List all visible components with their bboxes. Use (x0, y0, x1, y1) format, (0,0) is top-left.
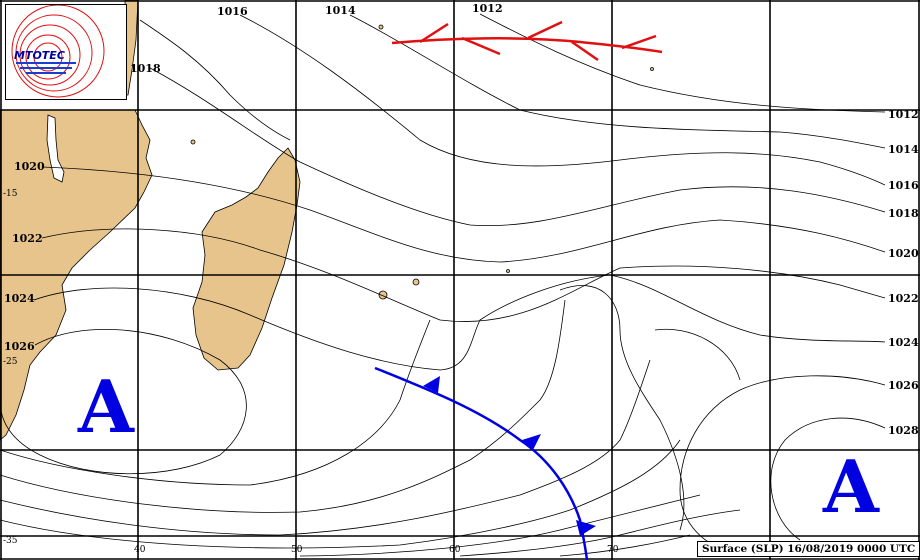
high-pressure-west: A (77, 364, 135, 449)
isobar-label-top: 1016 (217, 5, 248, 18)
lon-label: 70 (607, 545, 619, 555)
agency-name: MTOTEC (14, 49, 65, 62)
logo-graphic: MTOTEC (11, 5, 105, 98)
cold-front-pip (423, 376, 440, 393)
isobar-label-top: 1012 (472, 2, 503, 15)
isobar-south-3 (0, 439, 681, 549)
lat-label: -15 (3, 189, 18, 199)
axis-labels: -15 -25 -35 40 50 60 70 (3, 189, 619, 555)
lat-label: -35 (3, 536, 18, 546)
seychelles-island (378, 24, 384, 30)
comoros-island (190, 139, 196, 145)
isobar-1016 (239, 14, 886, 186)
isobar-label-right: 1014 (888, 143, 919, 156)
isobar-label-top: 1014 (325, 4, 356, 17)
isobar-1014 (349, 14, 886, 149)
isobar-label-right: 1028 (888, 424, 919, 437)
isobar-west-outer (0, 319, 431, 486)
isobar-1026-b (559, 285, 685, 531)
isobar-south-2 (0, 359, 651, 536)
isobars (0, 13, 886, 557)
isobar-label-left: 1018 (130, 62, 161, 75)
madagascar (192, 147, 301, 371)
isobar-label-left: 1020 (14, 160, 45, 173)
isobar-1022 (41, 228, 886, 322)
isobar-label-left: 1024 (4, 292, 35, 305)
isobar-1028-b (654, 328, 741, 381)
isobar-south-6 (559, 534, 691, 557)
isobar-label-right: 1016 (888, 179, 919, 192)
lon-label: 50 (291, 545, 303, 555)
isobar-label-right: 1018 (888, 207, 919, 220)
isobar-1020 (41, 166, 886, 263)
isobar-1012 (479, 13, 886, 113)
lake (46, 114, 65, 183)
high-pressure-east: A (822, 444, 880, 529)
isobar-label-right: 1012 (888, 108, 919, 121)
isobar-north-west (139, 19, 291, 141)
isobar-labels: 1016 1014 1012 1018 1020 1022 1024 1026 … (4, 2, 919, 437)
trough-line (391, 20, 663, 62)
map-caption: Surface (SLP) 16/08/2019 0000 UTC (697, 541, 920, 557)
chagos-island (650, 67, 654, 71)
isobar-south-5 (459, 509, 741, 557)
isobar-label-right: 1024 (888, 336, 919, 349)
isobar-label-right: 1026 (888, 379, 919, 392)
cold-front (374, 366, 596, 560)
isobar-label-right: 1022 (888, 292, 919, 305)
isobar-south-1 (0, 299, 566, 513)
rodrigues-island (506, 269, 510, 273)
isobar-label-left: 1026 (4, 340, 35, 353)
isobar-south-4 (299, 494, 701, 557)
lon-label: 40 (134, 545, 146, 555)
cold-front-pip (522, 434, 541, 450)
cold-front-pip (576, 520, 596, 536)
isobar-label-right: 1020 (888, 247, 919, 260)
isobar-1018 (149, 67, 886, 227)
africa-coast (0, 109, 153, 441)
isobar-1026 (0, 329, 247, 475)
mauritius-island (412, 278, 420, 286)
lon-label: 60 (449, 545, 461, 555)
agency-logo: MTOTEC (5, 4, 127, 100)
isobar-label-left: 1022 (12, 232, 43, 245)
isobar-1024 (33, 274, 886, 371)
lat-label: -25 (3, 357, 18, 367)
isobar-1028 (770, 417, 886, 541)
